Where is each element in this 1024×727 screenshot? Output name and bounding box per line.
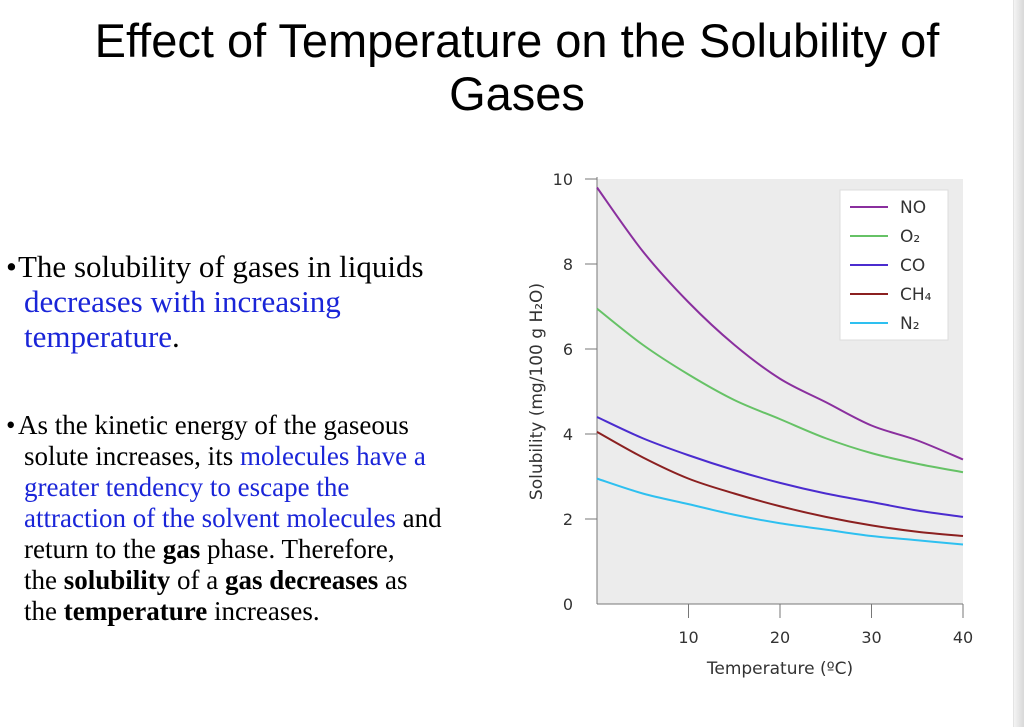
series-line [596,416,964,518]
series-line [596,186,964,461]
legend-label: CH₄ [900,285,932,305]
bullet-marker: • [6,410,16,440]
title-line-1: Effect of Temperature on the Solubility … [94,14,940,67]
bullet-1: •The solubility of gases in liquids decr… [6,249,496,354]
y-tick-label: 6 [563,340,573,359]
bullet2-line2-text: solute increases, its [24,441,240,471]
y-tick-label: 2 [563,510,573,529]
bullet-2: •As the kinetic energy of the gaseous so… [6,410,506,627]
y-tick-label: 8 [563,255,573,274]
bullet2-line2-highlight: molecules have a [239,441,426,471]
bullet2-line5-text: return to the [24,534,163,564]
x-tick-label: 30 [861,628,881,647]
bullet2-line4-highlight: attraction of the solvent molecules [24,503,396,533]
bullet2-line7-text: the [24,596,64,626]
bullet2-line7-bold: temperature [63,596,208,626]
bullet2-line7-end: increases. [207,596,320,626]
x-axis-title: Temperature (ºC) [706,659,853,679]
x-tick-label: 40 [953,628,973,647]
bullet2-line6-bold-1: solubility [63,565,171,595]
y-tick-label: 10 [553,170,573,189]
slide-title: Effect of Temperature on the Solubility … [20,14,1014,120]
bullet1-line3-period: . [172,319,180,354]
bullet2-line5-bold: gas [162,534,201,564]
slide-edge [1013,0,1024,727]
series-line [596,477,964,546]
y-tick-label: 4 [563,425,573,444]
solubility-chart: 0 2 4 6 8 10 10 20 30 40 Temperature (ºC) Solubilit… [527,170,973,679]
legend-label: O₂ [900,227,920,247]
series-line [596,431,964,537]
y-axis-title: Solubility (mg/100 g H₂O) [527,283,547,500]
bullet2-line5-rest: phase. Therefore, [200,534,395,564]
bullet1-line2: decreases with increasing [24,284,341,319]
series-line [596,307,964,474]
legend-label: CO [900,256,925,276]
bullet2-line6-bold-2: gas decreases [225,565,379,595]
x-tick-label: 10 [678,628,698,647]
bullet2-line1: As the kinetic energy of the gaseous [18,410,409,440]
bullet1-line1: The solubility of gases in liquids [18,249,424,284]
x-tick-label: 20 [770,628,790,647]
legend-label: NO [900,198,926,218]
legend-label: N₂ [900,314,920,334]
bullet2-line6-mid: of a [170,565,226,595]
title-line-2: Gases [449,67,585,120]
y-tick-label: 0 [563,595,573,614]
bullet2-line6-end: as [378,565,408,595]
bullet-marker: • [6,249,17,284]
bullet2-line3-highlight: greater tendency to escape the [24,472,350,502]
bullet2-line6-text: the [24,565,64,595]
bullet2-line4-text: and [395,503,442,533]
bullet1-line3-highlight: temperature [24,319,173,354]
